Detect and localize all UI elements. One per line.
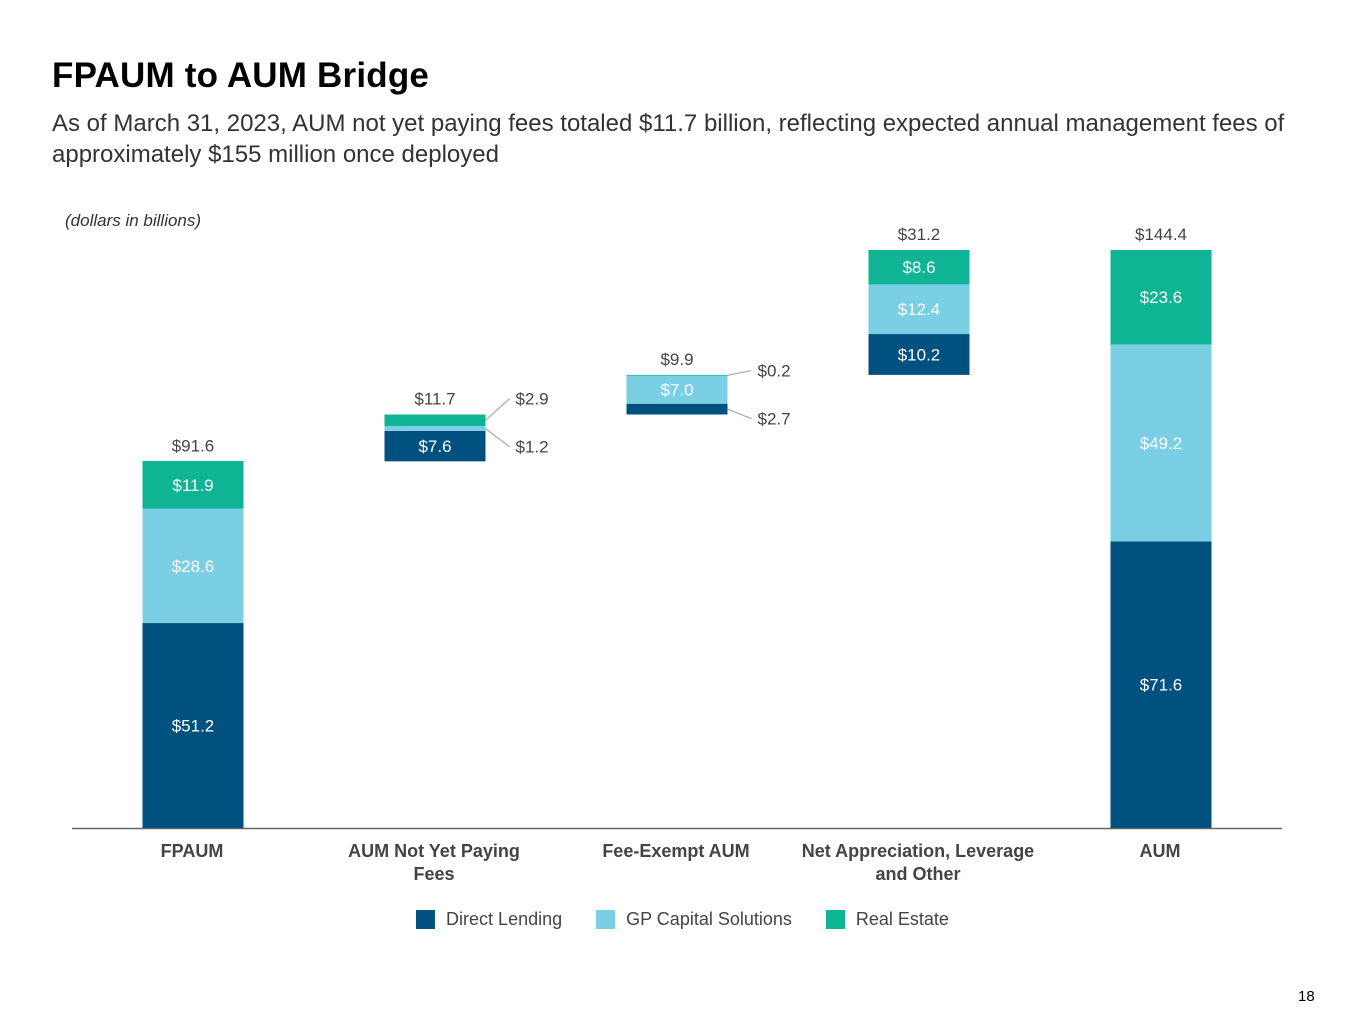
bar-net-appreciation-leverage-and-other-direct-lending <box>868 334 970 375</box>
bar-fee-exempt-aum-direct-lending <box>626 403 728 415</box>
legend-swatch-gp-capital-solutions <box>596 910 616 929</box>
leader-line-aum-not-yet-paying-fees-real-estate <box>485 398 510 421</box>
total-label-aum: $144.4 <box>1135 225 1187 244</box>
legend-item-gp-capital-solutions: GP Capital Solutions <box>596 909 792 930</box>
data-label-fpaum-real-estate: $11.9 <box>172 476 213 495</box>
legend-swatch-direct-lending <box>416 910 436 929</box>
legend-item-direct-lending: Direct Lending <box>416 909 562 930</box>
legend-label-gp-capital-solutions: GP Capital Solutions <box>626 909 792 929</box>
total-label-fee-exempt-aum: $9.9 <box>660 350 693 369</box>
page-title: FPAUM to AUM Bridge <box>52 56 430 95</box>
leader-line-fee-exempt-aum-direct-lending <box>727 408 752 420</box>
total-label-aum-not-yet-paying-fees: $11.7 <box>414 390 455 409</box>
total-label-net-appreciation-leverage-and-other: $31.2 <box>898 225 941 244</box>
data-label-net-appreciation-leverage-and-other-gp-capital-solutions: $12.4 <box>898 300 941 319</box>
bar-fpaum-direct-lending <box>142 623 244 828</box>
bar-aum-direct-lending <box>1110 541 1212 828</box>
data-label-fpaum-gp-capital-solutions: $28.6 <box>172 557 215 576</box>
bar-net-appreciation-leverage-and-other-gp-capital-solutions <box>868 284 970 335</box>
bar-fpaum-real-estate <box>142 460 244 509</box>
waterfall-chart: $51.2 $28.6 $11.9 $91.6 $7.6 $2.9 $1.2 $11.7 $7.… <box>72 225 1282 830</box>
data-label-aum-not-yet-paying-fees-real-estate: $2.9 <box>516 390 549 409</box>
category-label-aum: AUM <box>1139 841 1181 861</box>
data-label-fee-exempt-aum-real-estate: $0.2 <box>758 362 791 381</box>
data-label-aum-gp-capital-solutions: $49.2 <box>1140 434 1183 453</box>
bar-aum-gp-capital-solutions <box>1110 344 1212 542</box>
leader-line-fee-exempt-aum-real-estate <box>727 370 752 376</box>
bar-aum-not-yet-paying-fees-real-estate <box>384 414 486 427</box>
leader-line-aum-not-yet-paying-fees-gp-capital-solutions <box>485 428 510 448</box>
data-label-net-appreciation-leverage-and-other-direct-lending: $10.2 <box>898 345 941 364</box>
data-label-aum-not-yet-paying-fees-direct-lending: $7.6 <box>418 437 451 456</box>
bar-aum-real-estate <box>1110 250 1212 345</box>
page-number: 18 <box>1298 988 1315 1005</box>
legend-label-direct-lending: Direct Lending <box>446 909 563 929</box>
total-label-fpaum: $91.6 <box>172 436 215 455</box>
data-label-aum-direct-lending: $71.6 <box>1140 676 1183 695</box>
bar-fee-exempt-aum-real-estate <box>626 374 728 376</box>
category-label-fpaum: FPAUM <box>160 841 224 861</box>
data-label-fee-exempt-aum-gp-capital-solutions: $7.0 <box>660 381 693 400</box>
data-label-aum-not-yet-paying-fees-gp-capital-solutions: $1.2 <box>516 438 549 457</box>
legend-swatch-real-estate <box>825 910 845 929</box>
page-subtitle: As of March 31, 2023, AUM not yet paying… <box>52 110 1285 168</box>
category-label-net-appreciation: Net Appreciation, Leverage and Other <box>801 841 1035 884</box>
legend-item-real-estate: Real Estate <box>825 909 949 930</box>
bar-fpaum-gp-capital-solutions <box>142 508 244 624</box>
bar-aum-not-yet-paying-fees-gp-capital-solutions <box>384 426 486 431</box>
bar-fee-exempt-aum-gp-capital-solutions <box>626 375 728 404</box>
data-label-aum-real-estate: $23.6 <box>1140 288 1183 307</box>
legend-label-real-estate: Real Estate <box>855 909 949 929</box>
bar-aum-not-yet-paying-fees-direct-lending <box>384 430 486 462</box>
units-note: (dollars in billions) <box>65 211 202 230</box>
category-label-fee-exempt-aum: Fee-Exempt AUM <box>602 841 750 861</box>
data-label-net-appreciation-leverage-and-other-real-estate: $8.6 <box>902 258 935 277</box>
data-label-fee-exempt-aum-direct-lending: $2.7 <box>758 410 791 429</box>
bar-net-appreciation-leverage-and-other-real-estate <box>868 250 970 285</box>
category-label-aum-not-yet-paying-fees: AUM Not Yet Paying Fees <box>348 841 520 884</box>
chart-legend: Direct Lending GP Capital Solutions Real… <box>0 909 1365 930</box>
data-label-fpaum-direct-lending: $51.2 <box>172 717 215 736</box>
